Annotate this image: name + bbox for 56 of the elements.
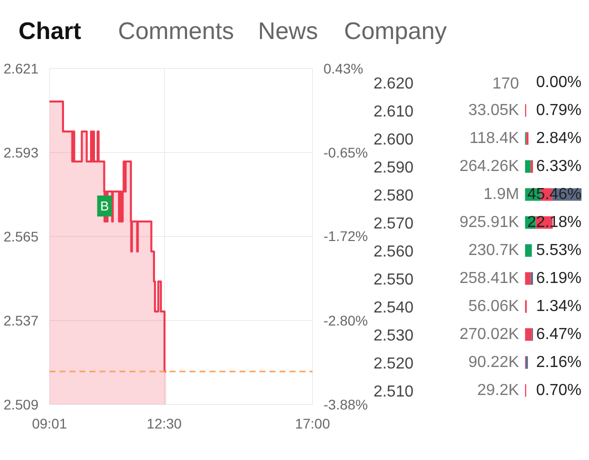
y2-tick-label: -0.65% [324, 144, 368, 161]
y-tick-label: 2.590 [373, 160, 414, 176]
text: 170 [492, 76, 520, 92]
y-tick-label: 2.520 [373, 356, 414, 372]
y-tick-label: 2.509 [3, 396, 39, 412]
y2-tick-label: -1.72% [324, 228, 368, 244]
y-tick-label: 2.600 [373, 132, 414, 148]
x-tick-label: 17:00 [294, 416, 330, 432]
y2-tick-label: 0.43% [324, 60, 364, 76]
text: 258.41K [459, 270, 520, 287]
text: News [258, 18, 318, 45]
text: 90.22K [468, 354, 520, 371]
text: Chart [18, 18, 82, 45]
text: 33.05K [468, 102, 520, 119]
y-tick-label: 2.550 [373, 272, 414, 288]
bar [525, 160, 531, 173]
annotation: 6.19% [536, 270, 582, 287]
bar [525, 244, 532, 257]
y-tick-label: 2.620 [373, 76, 414, 92]
annotation: 0.70% [536, 382, 582, 399]
y-tick-label: 2.580 [373, 188, 414, 204]
x-tick-label: 12:30 [146, 416, 182, 432]
y-tick-label: 2.565 [3, 228, 39, 244]
x-tick-label: 09:01 [32, 416, 68, 432]
text: 270.02K [459, 326, 520, 343]
annotation: 2.84% [536, 130, 582, 147]
text: 56.06K [468, 298, 520, 315]
y-tick-label: 2.621 [3, 60, 39, 76]
y-tick-label: 2.570 [373, 216, 414, 232]
text: 1.9M [484, 186, 520, 203]
annotation: 0.00% [536, 74, 582, 91]
bar [525, 272, 531, 285]
y2-tick-label: -2.80% [324, 312, 368, 328]
text: Company [344, 18, 447, 45]
annotation: 2.16% [536, 354, 582, 371]
annotation: B [100, 198, 109, 214]
annotation: 6.33% [536, 158, 582, 175]
text: 230.7K [468, 242, 520, 259]
y-tick-label: 2.530 [373, 328, 414, 344]
annotation: 1.34% [536, 298, 582, 315]
annotation: 0.79% [536, 102, 582, 119]
annotation: 5.53% [536, 242, 582, 259]
y2-tick-label: -3.88% [324, 396, 368, 412]
text: 118.4K [470, 130, 520, 147]
y-tick-label: 2.593 [3, 144, 39, 160]
y-tick-label: 2.610 [373, 104, 414, 120]
text: 29.2K [477, 382, 520, 399]
annotation: 6.47% [536, 326, 582, 343]
text: 925.91K [459, 214, 520, 231]
text: 264.26K [459, 158, 520, 175]
text: Comments [118, 18, 234, 45]
y-tick-label: 2.537 [3, 312, 39, 328]
y-tick-label: 2.540 [373, 300, 414, 316]
y-tick-label: 2.510 [373, 384, 414, 400]
bar [525, 328, 532, 341]
y-tick-label: 2.560 [373, 244, 414, 260]
